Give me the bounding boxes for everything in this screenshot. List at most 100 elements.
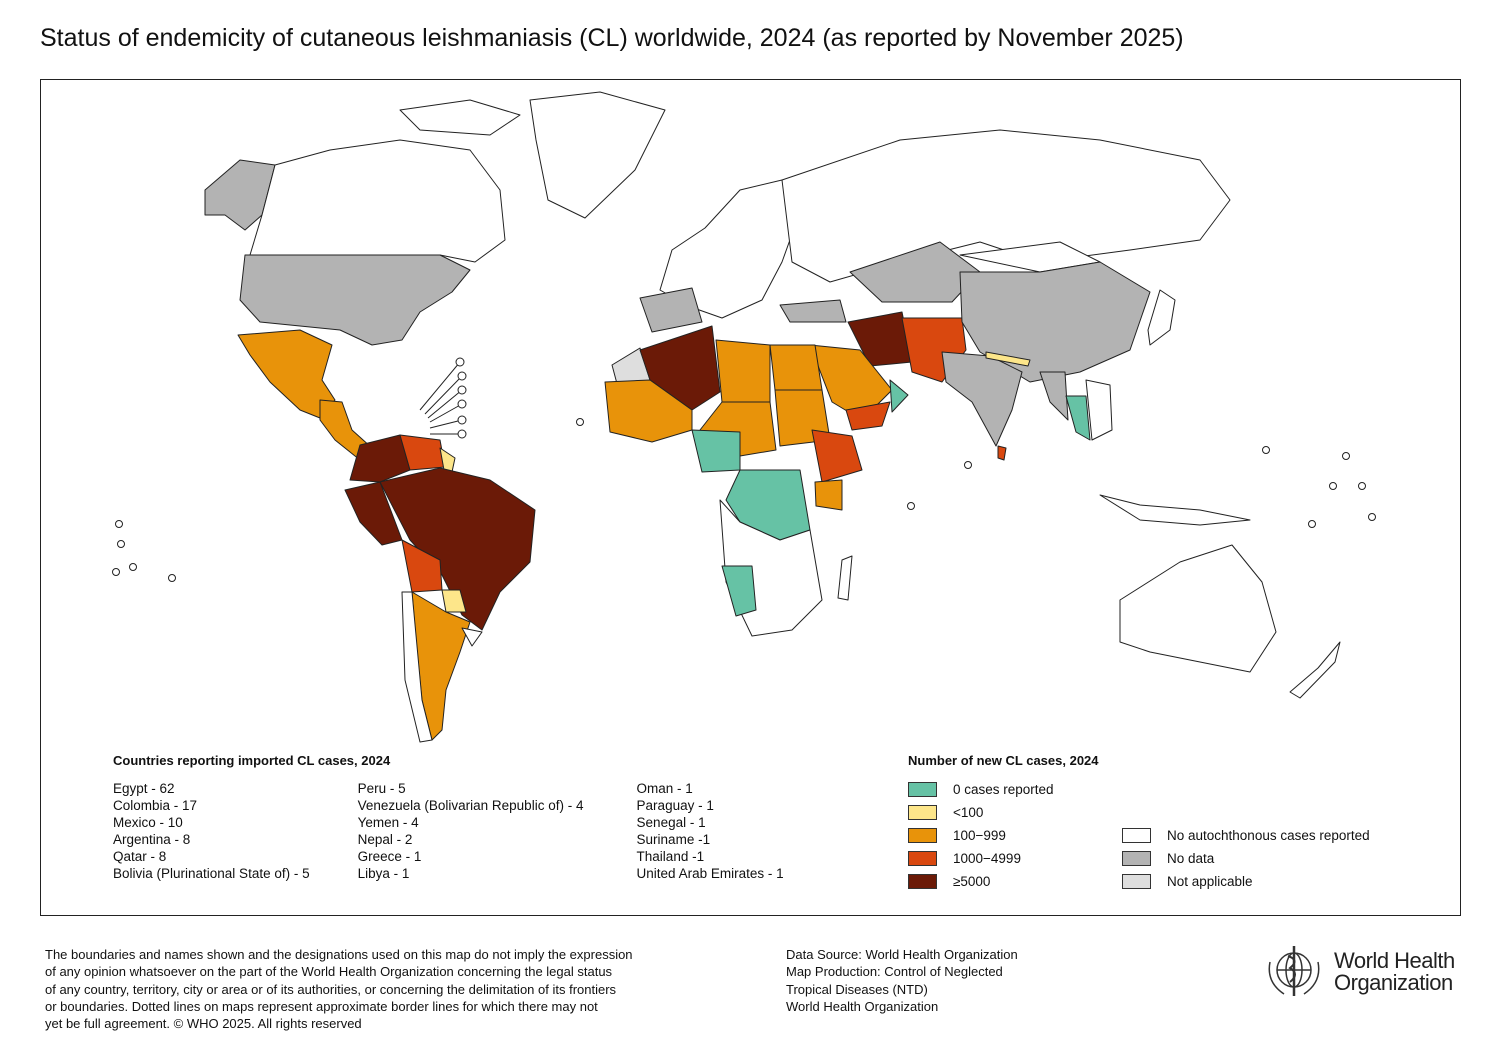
who-wordmark-line: Organization	[1334, 970, 1453, 995]
legend-item: <100	[908, 805, 983, 820]
legend-heading: Number of new CL cases, 2024	[908, 753, 1099, 768]
legend-label: ≥5000	[953, 874, 991, 889]
region-usa	[239, 254, 471, 346]
imported-entry: Thailand -1	[636, 849, 705, 864]
region-china	[959, 261, 1151, 383]
who-wordmark-line: World Health	[1334, 948, 1455, 973]
legend-swatch	[908, 782, 937, 797]
map-title: Status of endemicity of cutaneous leishm…	[40, 24, 1184, 52]
imported-entry: Yemen - 4	[357, 815, 419, 830]
legend-swatch	[1122, 851, 1151, 866]
disclaimer-line: yet be full agreement. © WHO 2025. All r…	[45, 1016, 362, 1032]
imported-entry: Venezuela (Bolivarian Republic of) - 4	[357, 798, 584, 813]
legend-item: No autochthonous cases reported	[1122, 828, 1370, 843]
legend-swatch	[908, 828, 937, 843]
disclaimer-line: The boundaries and names shown and the d…	[45, 947, 633, 962]
imported-entry: Egypt - 62	[113, 781, 175, 796]
imported-entry: Paraguay - 1	[636, 798, 714, 813]
region-turkey	[779, 299, 847, 323]
imported-entry: Colombia - 17	[113, 798, 198, 813]
data-source: Data Source: World Health Organization M…	[786, 946, 1018, 1015]
region-alaska	[204, 159, 276, 231]
region-namibia	[721, 565, 757, 617]
legend-swatch	[1122, 874, 1151, 889]
imported-entry: Oman - 1	[636, 781, 693, 796]
legend-item: Not applicable	[1122, 874, 1253, 889]
region-ethiopia	[811, 429, 863, 483]
source-line: Data Source: World Health Organization	[786, 947, 1018, 962]
imported-entry: Suriname -1	[636, 832, 711, 847]
region-australia	[1119, 544, 1277, 673]
region-algeria	[639, 325, 721, 411]
disclaimer: The boundaries and names shown and the d…	[45, 946, 725, 1032]
legend-item: ≥5000	[908, 874, 990, 889]
legend-item: 1000−4999	[908, 851, 1021, 866]
imported-column-1: Egypt - 62 Colombia - 17 Mexico - 10 Arg…	[113, 780, 358, 882]
source-line: Map Production: Control of Neglected	[786, 964, 1003, 980]
legend-swatch	[908, 851, 937, 866]
source-line: World Health Organization	[786, 998, 939, 1014]
island-callouts	[112, 357, 1376, 582]
region-paraguay	[441, 589, 467, 613]
imported-cases-list: Countries reporting imported CL cases, 2…	[113, 753, 833, 882]
region-chad	[699, 401, 777, 457]
legend-label: No autochthonous cases reported	[1167, 828, 1370, 843]
region-peru	[344, 481, 403, 546]
who-emblem-icon	[1268, 946, 1320, 996]
legend-item: 100−999	[908, 828, 1006, 843]
disclaimer-line: or boundaries. Dotted lines on maps repr…	[45, 998, 598, 1014]
disclaimer-line: of any opinion whatsoever on the part of…	[45, 964, 613, 980]
region-sri-lanka	[997, 445, 1007, 461]
world-map	[112, 91, 1376, 743]
region-india	[941, 351, 1023, 447]
legend-item: No data	[1122, 851, 1214, 866]
imported-entry: Greece - 1	[357, 849, 422, 864]
region-indonesia	[1099, 494, 1251, 526]
region-egypt	[769, 344, 823, 391]
legend-label: 100−999	[953, 828, 1006, 843]
legend-label: 0 cases reported	[953, 782, 1054, 797]
legend-swatch	[908, 805, 937, 820]
region-arctic-islands	[399, 99, 521, 136]
legend-label: No data	[1167, 851, 1215, 866]
imported-entry: Senegal - 1	[636, 815, 706, 830]
region-se-asia	[1085, 379, 1113, 441]
legend-swatch	[1122, 828, 1151, 843]
imported-entry: Mexico - 10	[113, 815, 183, 830]
who-wordmark: World Health Organization	[1334, 950, 1455, 994]
imported-column-2: Peru - 5 Venezuela (Bolivarian Republic …	[358, 780, 637, 882]
region-kenya	[814, 479, 843, 511]
map-legend: Number of new CL cases, 2024 0 cases rep…	[908, 753, 1428, 889]
imported-entry: Peru - 5	[357, 781, 406, 796]
region-new-zealand	[1289, 641, 1341, 699]
region-nepal	[985, 351, 1031, 367]
region-libya	[715, 339, 771, 411]
legend-label: Not applicable	[1167, 874, 1253, 889]
map-frame: Countries reporting imported CL cases, 2…	[40, 79, 1461, 916]
imported-column-3: Oman - 1 Paraguay - 1 Senegal - 1 Surina…	[637, 780, 833, 882]
region-myanmar	[1039, 371, 1069, 421]
legend-swatch	[908, 874, 937, 889]
region-western-europe	[639, 287, 703, 333]
region-oman	[889, 379, 909, 413]
imported-entry: United Arab Emirates - 1	[636, 866, 784, 881]
source-line: Tropical Diseases (NTD)	[786, 981, 928, 997]
region-thailand	[1065, 395, 1091, 441]
imported-heading: Countries reporting imported CL cases, 2…	[113, 753, 391, 768]
disclaimer-line: of any country, territory, city or area …	[45, 981, 617, 997]
imported-entry: Libya - 1	[357, 866, 410, 881]
legend-label: 1000−4999	[953, 851, 1021, 866]
region-russia	[781, 129, 1231, 283]
region-madagascar	[837, 555, 853, 601]
region-canada	[249, 139, 506, 263]
region-yemen	[845, 401, 891, 431]
imported-entry: Argentina - 8	[113, 832, 191, 847]
imported-entry: Bolivia (Plurinational State of) - 5	[113, 866, 310, 881]
legend-item: 0 cases reported	[908, 782, 1054, 797]
region-colombia	[349, 434, 411, 483]
who-logo: World Health Organization	[1260, 942, 1455, 1002]
legend-label: <100	[953, 805, 984, 820]
region-japan	[1147, 289, 1176, 346]
imported-entry: Qatar - 8	[113, 849, 167, 864]
region-uruguay	[461, 627, 483, 647]
